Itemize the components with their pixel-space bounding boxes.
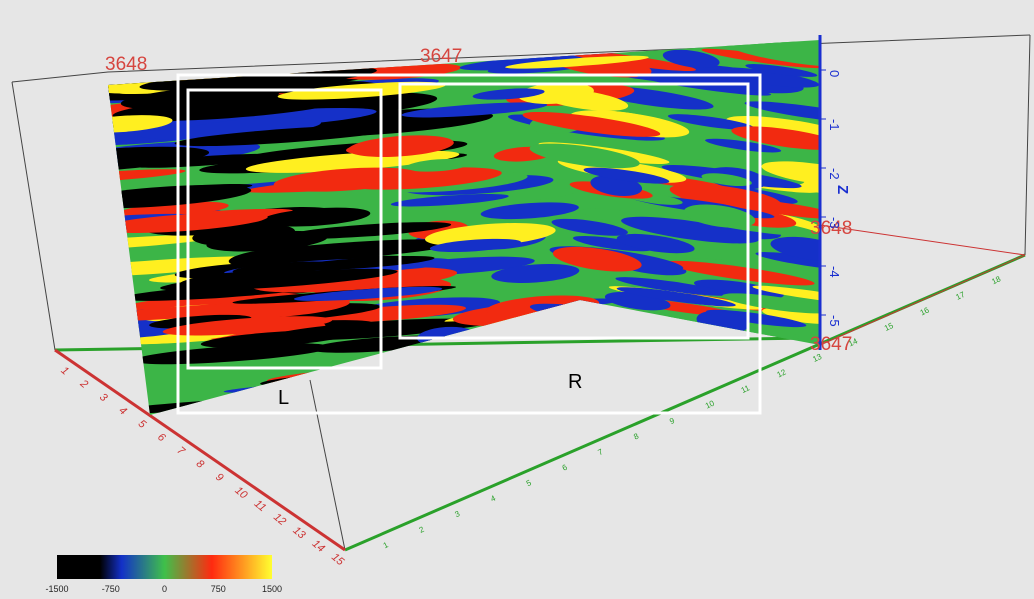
colorbar-tick-label: 750: [211, 584, 226, 594]
colorbar-tick-label: -1500: [45, 584, 68, 594]
coord-label: 3648: [105, 54, 147, 75]
scene: 3648 3647 3648 3647 L R Z 0-1-2-3-4-5123…: [0, 0, 1034, 599]
region-label: L: [278, 387, 289, 409]
colorbar-tick-label: 1500: [262, 584, 282, 594]
z-tick-label: -2: [827, 168, 842, 180]
colorbar-tick-label: 0: [162, 584, 167, 594]
colorbar: [57, 555, 272, 579]
coord-label: 3647: [420, 46, 462, 67]
z-tick-label: -1: [827, 119, 842, 131]
z-tick-label: -3: [827, 217, 842, 229]
region-label: R: [568, 371, 582, 393]
z-tick-label: -4: [827, 266, 842, 278]
z-axis-label: Z: [834, 185, 851, 194]
colorbar-tick-label: -750: [102, 584, 120, 594]
z-tick-label: -5: [827, 315, 842, 327]
z-tick-label: 0: [827, 70, 842, 77]
coord-label: 3647: [810, 334, 852, 355]
